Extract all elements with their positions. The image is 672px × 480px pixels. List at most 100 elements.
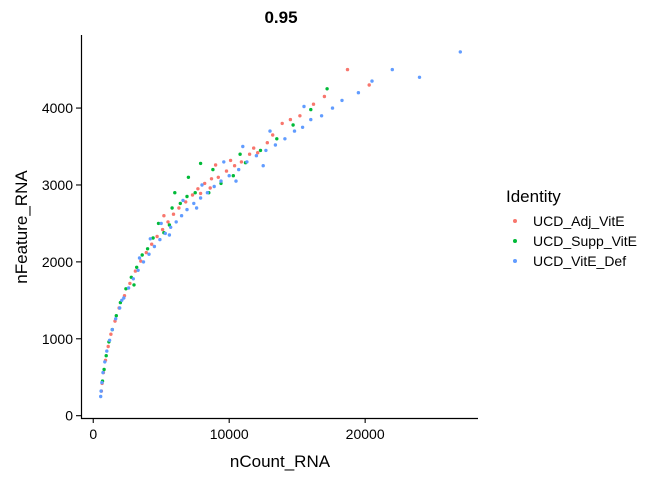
data-point-2-45	[99, 394, 103, 399]
data-point-1-18	[145, 247, 150, 251]
data-point-1-20	[135, 265, 139, 269]
legend-label-0: UCD_Adj_VitE	[533, 213, 625, 229]
data-point-2-51	[181, 198, 185, 203]
data-point-1-28	[102, 367, 106, 372]
data-point-1-11	[185, 194, 189, 199]
data-point-2-0	[458, 50, 462, 54]
legend-key-0	[513, 219, 517, 223]
data-point-2-34	[126, 286, 131, 290]
data-point-0-8	[265, 141, 269, 145]
x-tick-label-0: 0	[89, 426, 97, 442]
legend-label-1: UCD_Supp_VitE	[533, 233, 637, 249]
data-point-2-56	[261, 164, 265, 168]
data-point-0-6	[280, 121, 284, 126]
data-point-2-49	[222, 160, 226, 164]
data-point-1-0	[325, 87, 329, 91]
data-point-0-41	[213, 163, 218, 167]
data-point-2-26	[169, 225, 173, 229]
data-point-0-21	[171, 212, 176, 216]
data-point-2-37	[114, 317, 118, 321]
data-point-2-17	[227, 174, 231, 178]
data-point-1-3	[275, 137, 279, 141]
data-point-1-17	[151, 236, 155, 240]
data-point-2-8	[309, 117, 313, 122]
data-point-2-23	[185, 207, 189, 212]
data-point-0-33	[109, 332, 113, 336]
data-point-1-2	[291, 123, 295, 127]
data-point-0-5	[288, 117, 293, 122]
data-point-2-14	[254, 154, 259, 158]
data-point-1-32	[170, 206, 174, 210]
data-point-1-12	[178, 201, 182, 206]
data-point-0-15	[209, 177, 214, 181]
data-point-2-40	[105, 349, 109, 353]
data-point-2-5	[340, 98, 344, 103]
data-point-0-19	[184, 200, 188, 204]
data-point-2-24	[179, 214, 184, 218]
data-point-1-33	[238, 152, 242, 156]
data-point-2-18	[219, 179, 223, 183]
y-tick-label-3: 3000	[42, 177, 73, 193]
data-point-2-32	[136, 268, 140, 272]
data-point-2-44	[99, 389, 103, 393]
data-point-2-43	[100, 380, 104, 385]
data-point-0-24	[155, 234, 159, 239]
data-point-0-16	[203, 181, 207, 186]
data-point-0-7	[271, 133, 275, 137]
data-point-2-48	[241, 144, 245, 149]
data-point-1-34	[132, 283, 136, 287]
data-point-2-3	[370, 79, 374, 83]
y-tick-label-1: 1000	[42, 331, 73, 347]
legend: Identity UCD_Adj_VitE UCD_Supp_VitE UCD_Vi…	[506, 187, 637, 269]
data-point-2-27	[163, 231, 167, 236]
data-point-0-9	[256, 151, 260, 155]
data-point-0-28	[133, 269, 138, 273]
data-point-2-41	[103, 360, 107, 364]
data-point-2-36	[118, 306, 122, 310]
data-point-0-10	[247, 152, 252, 156]
data-point-2-31	[141, 260, 146, 264]
data-point-0-25	[150, 242, 154, 246]
data-point-2-10	[292, 129, 297, 133]
data-point-2-46	[302, 104, 306, 109]
data-point-1-13	[173, 191, 177, 195]
data-point-1-16	[156, 221, 161, 226]
x-ticks: 0 10000 20000	[89, 418, 385, 442]
data-point-0-20	[177, 206, 181, 210]
data-point-2-9	[300, 125, 305, 129]
data-point-1-19	[140, 253, 144, 257]
y-tick-label-2: 2000	[42, 254, 73, 270]
data-point-2-59	[167, 233, 172, 237]
chart-title: 0.95	[264, 8, 297, 27]
data-point-0-44	[162, 214, 166, 218]
data-point-1-9	[198, 161, 203, 166]
data-point-2-11	[283, 137, 287, 141]
data-point-0-13	[224, 169, 229, 173]
data-point-2-6	[330, 106, 335, 110]
data-point-0-18	[190, 193, 195, 197]
data-point-2-29	[152, 244, 157, 249]
data-point-2-15	[245, 160, 249, 164]
data-point-0-40	[252, 146, 256, 150]
data-point-2-58	[194, 206, 199, 210]
data-point-0-0	[345, 67, 350, 72]
y-tick-label-4: 4000	[42, 100, 73, 116]
x-axis-title: nCount_RNA	[230, 452, 331, 471]
data-point-1-24	[114, 314, 119, 318]
y-ticks: 0 1000 2000 3000 4000	[42, 100, 81, 424]
data-point-2-50	[200, 183, 204, 187]
data-point-1-6	[231, 174, 235, 178]
legend-title: Identity	[506, 187, 561, 206]
data-point-0-4	[298, 114, 302, 118]
data-point-0-17	[196, 187, 200, 191]
data-point-2-28	[158, 237, 162, 242]
data-point-0-39	[228, 158, 233, 163]
data-point-1-10	[193, 191, 197, 195]
data-point-2-1	[390, 67, 394, 72]
x-tick-label-1: 10000	[210, 426, 249, 442]
legend-key-2	[513, 259, 517, 263]
data-point-2-42	[101, 370, 105, 375]
data-point-2-52	[159, 221, 163, 226]
data-point-2-21	[198, 196, 203, 200]
data-point-2-33	[131, 277, 135, 281]
